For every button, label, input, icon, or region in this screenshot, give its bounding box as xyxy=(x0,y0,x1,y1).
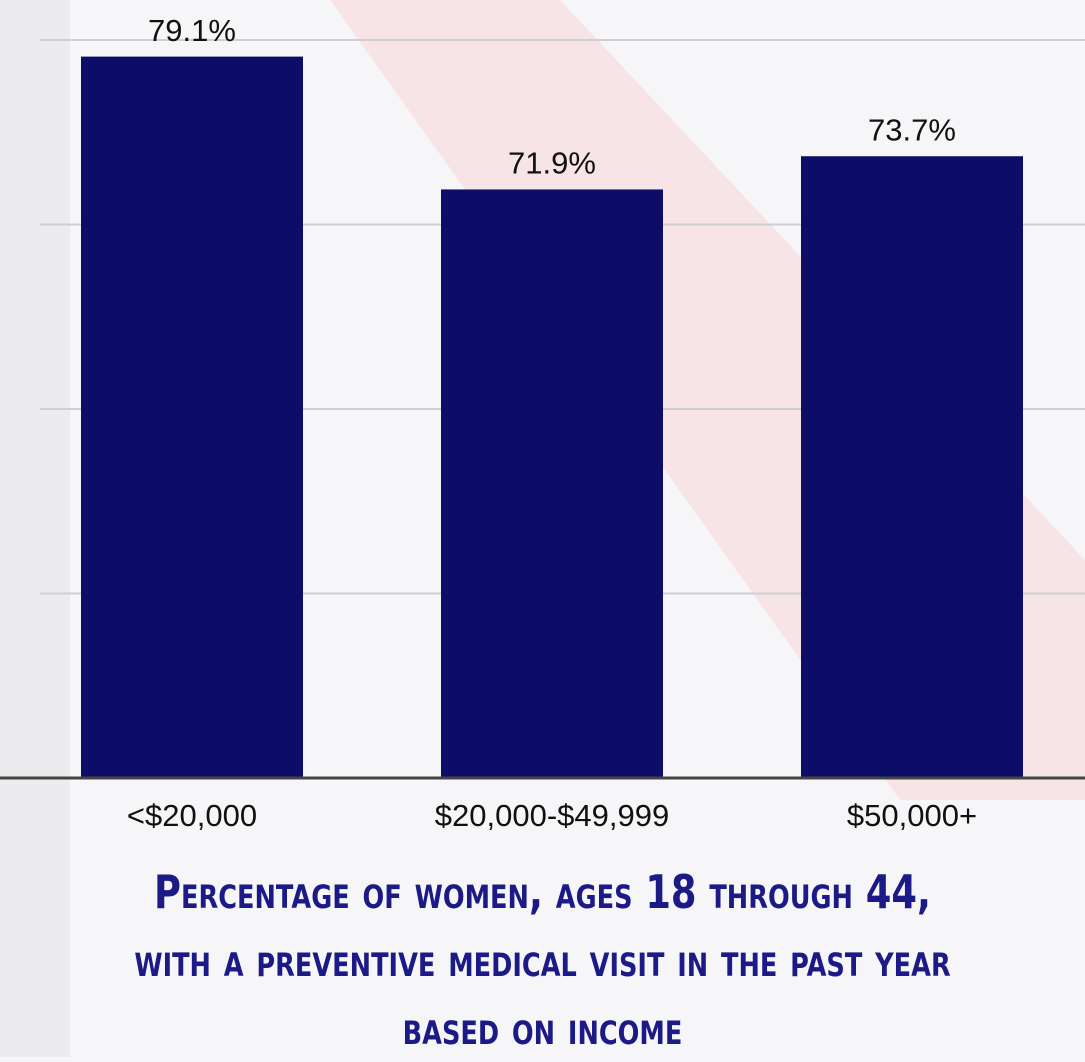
bar xyxy=(801,156,1023,779)
x-tick-label: <$20,000 xyxy=(127,798,257,833)
x-tick-label: $50,000+ xyxy=(847,798,977,833)
x-tick-label: $20,000-$49,999 xyxy=(435,798,669,833)
background-shape xyxy=(0,0,70,1057)
value-label: 79.1% xyxy=(148,13,236,48)
chart-title: Percentage of women, ages 18 through 44,… xyxy=(134,865,951,1055)
value-label: 73.7% xyxy=(868,112,956,147)
bar xyxy=(441,189,663,778)
bar xyxy=(81,56,303,779)
value-label: 71.9% xyxy=(508,146,596,181)
